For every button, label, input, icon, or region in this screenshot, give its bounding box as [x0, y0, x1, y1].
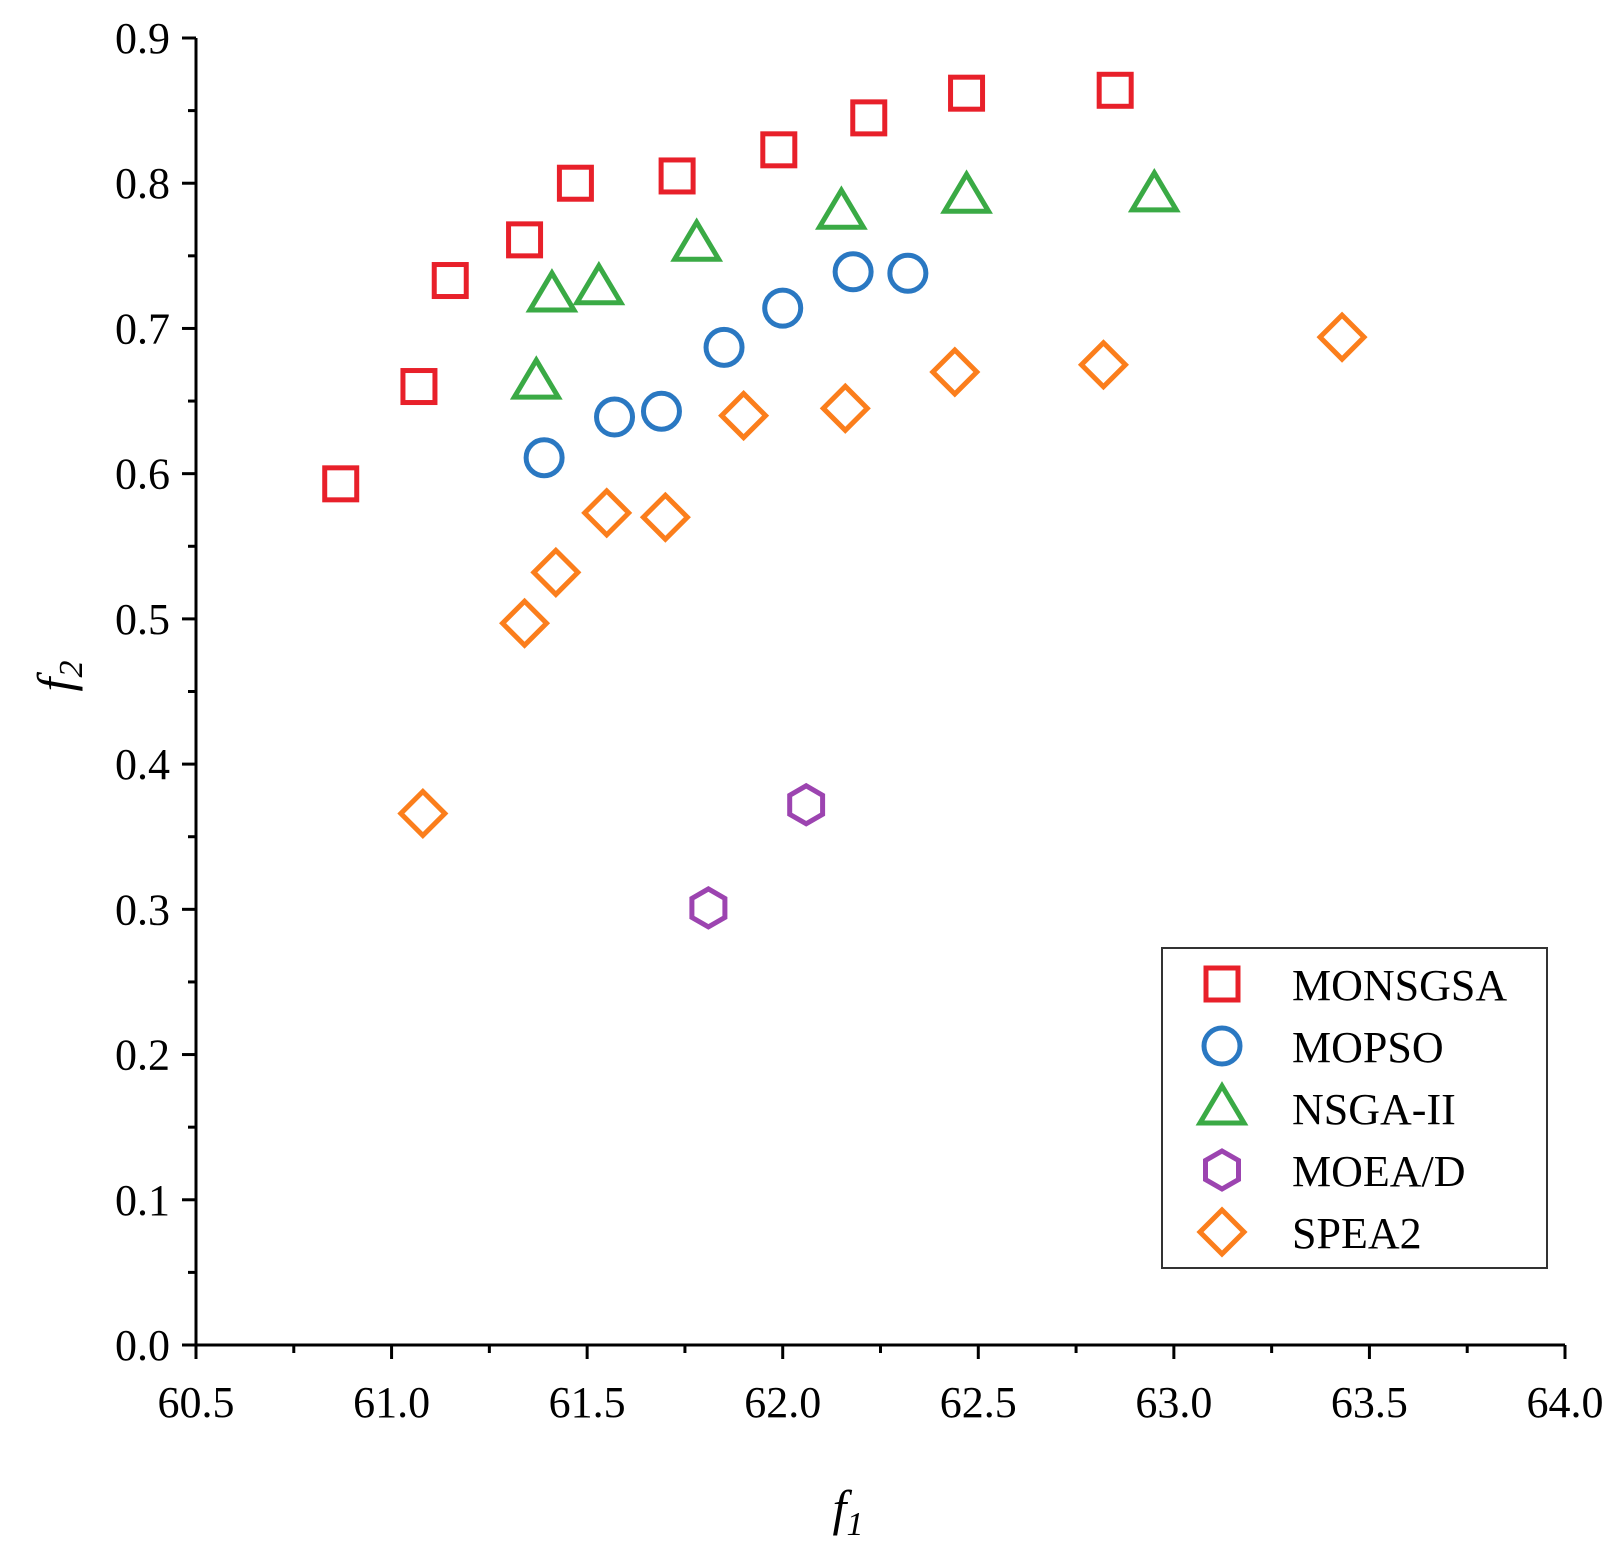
monsgsa-point	[760, 131, 798, 169]
y-axis-ticks: 0.0 0.1 0.2 0.3 0.4 0.5 0.6 0.7 0.8 0.9	[115, 14, 196, 1370]
series-nsga-ii	[509, 167, 1181, 400]
spea2-point	[1316, 311, 1368, 363]
x-tick-label: 60.5	[158, 1378, 235, 1427]
y-tick-label: 0.0	[115, 1321, 170, 1370]
legend-label-moea-d: MOEA/D	[1292, 1147, 1466, 1196]
legend: MONSGSA MOPSO NSGA-II MOEA/D SPEA2	[1161, 947, 1548, 1269]
y-tick-label: 0.3	[115, 885, 170, 934]
x-axis-title: f1	[833, 1480, 864, 1543]
y-tick-label: 0.6	[115, 450, 170, 499]
series-mopso	[523, 251, 929, 479]
nsga-ii-point	[1127, 167, 1181, 213]
series-moea-d	[689, 782, 826, 930]
x-axis-ticks: 60.5 61.0 61.5 62.0 62.5 63.0 63.5 64.0	[158, 1345, 1604, 1427]
nsga-ii-point	[814, 185, 868, 230]
spea2-point	[581, 487, 633, 539]
x-tick-label: 63.0	[1135, 1378, 1212, 1427]
monsgsa-point	[400, 368, 438, 406]
mopso-point	[594, 396, 636, 438]
monsgsa-point	[556, 164, 594, 202]
legend-label-spea2: SPEA2	[1292, 1209, 1422, 1258]
x-tick-label: 61.5	[549, 1378, 626, 1427]
mopso-point	[640, 390, 682, 432]
monsgsa-point	[850, 99, 888, 137]
nsga-ii-point	[670, 217, 724, 262]
mopso-point	[832, 251, 874, 293]
x-tick-label: 62.5	[940, 1378, 1017, 1427]
spea2-point	[819, 382, 871, 434]
nsga-ii-point	[572, 260, 626, 306]
monsgsa-point	[948, 74, 986, 112]
spea2-point	[397, 787, 449, 840]
y-tick-label: 0.8	[115, 159, 170, 208]
legend-label-nsga-ii: NSGA-II	[1292, 1085, 1456, 1134]
mopso-point	[523, 437, 565, 479]
y-tick-label: 0.2	[115, 1031, 170, 1080]
spea2-point	[1077, 339, 1129, 391]
series-spea2	[397, 311, 1368, 840]
mopso-point	[762, 287, 804, 329]
legend-marker-spea2	[1196, 1206, 1248, 1258]
legend-marker-nsga-ii	[1195, 1081, 1249, 1126]
moea-d-point	[689, 886, 728, 930]
spea2-point	[929, 346, 981, 398]
y-tick-label: 0.1	[115, 1176, 170, 1225]
y-tick-label: 0.7	[115, 304, 170, 353]
monsgsa-point	[658, 157, 696, 195]
data-points	[322, 71, 1368, 930]
x-tick-label: 62.0	[744, 1378, 821, 1427]
monsgsa-point	[506, 221, 544, 259]
monsgsa-point	[431, 262, 469, 300]
y-tick-label: 0.9	[115, 14, 170, 63]
nsga-ii-point	[940, 169, 993, 214]
y-axis-title: f2	[27, 661, 90, 692]
x-tick-label: 63.5	[1331, 1378, 1408, 1427]
monsgsa-point	[1096, 71, 1134, 109]
legend-label-mopso: MOPSO	[1292, 1023, 1444, 1072]
mopso-point	[703, 326, 745, 368]
legend-marker-monsgsa	[1203, 965, 1241, 1003]
x-tick-label: 64.0	[1527, 1378, 1604, 1427]
series-monsgsa	[322, 71, 1134, 503]
nsga-ii-point	[509, 355, 563, 400]
moea-d-point	[787, 782, 826, 827]
spea2-point	[639, 491, 691, 543]
spea2-point	[530, 546, 582, 598]
y-tick-label: 0.5	[115, 595, 170, 644]
legend-label-monsgsa: MONSGSA	[1292, 961, 1507, 1010]
y-tick-label: 0.4	[115, 740, 170, 789]
mopso-point	[887, 252, 929, 294]
legend-marker-mopso	[1201, 1025, 1243, 1067]
spea2-point	[718, 390, 770, 442]
spea2-point	[499, 597, 551, 649]
monsgsa-point	[322, 465, 360, 503]
nsga-ii-point	[525, 268, 579, 313]
legend-marker-moea-d	[1203, 1148, 1241, 1192]
x-tick-label: 61.0	[353, 1378, 430, 1427]
